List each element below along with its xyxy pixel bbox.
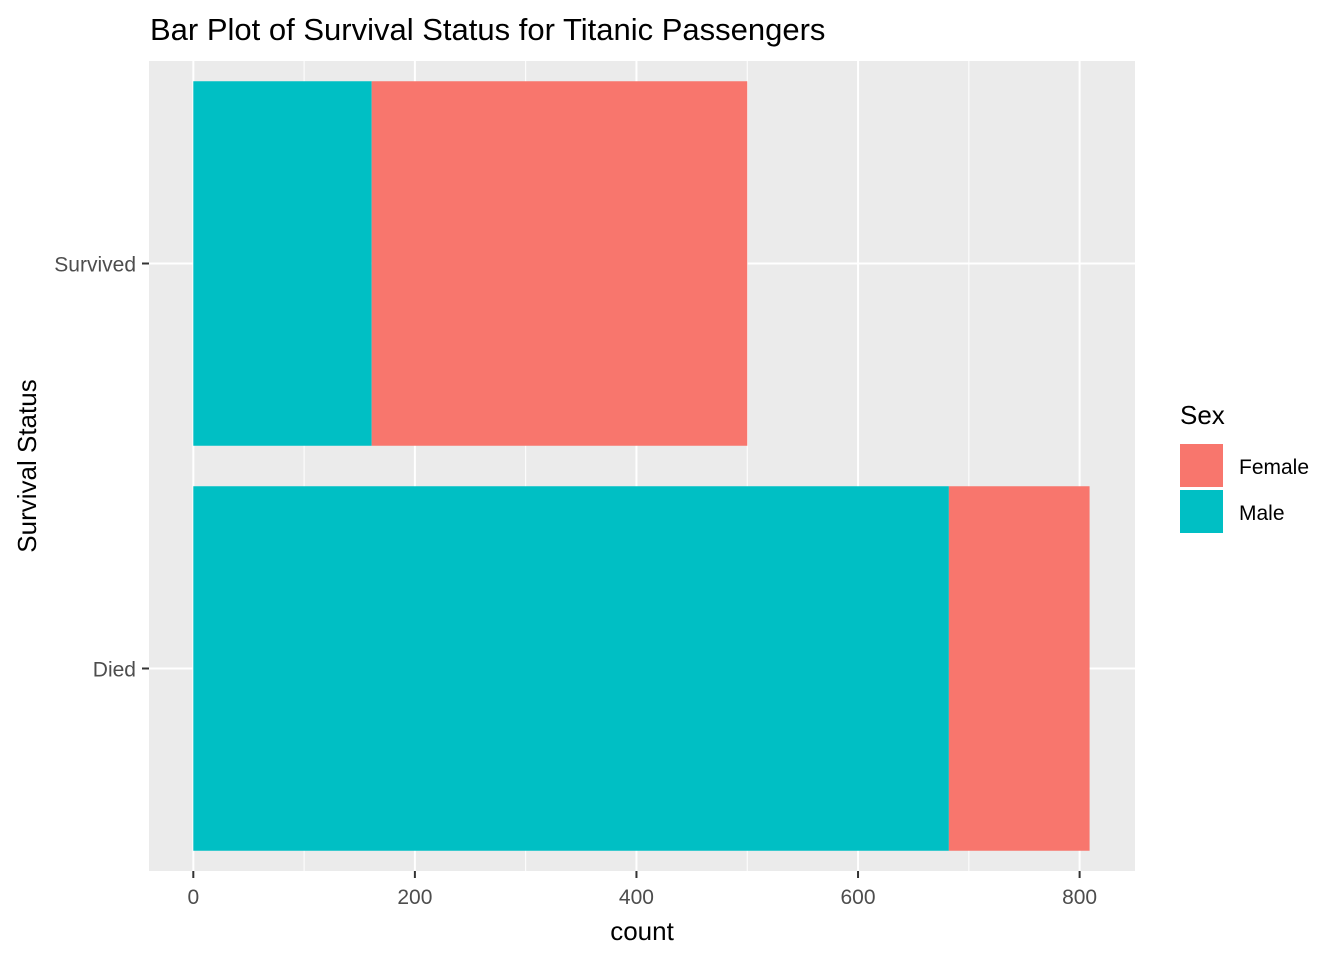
x-axis: 0 200 400 600 800 — [187, 871, 1097, 909]
x-tick-label: 600 — [841, 886, 876, 909]
x-tick-label: 200 — [397, 886, 432, 909]
bar-female-survived — [371, 81, 748, 446]
y-axis-title: Survival Status — [12, 379, 42, 552]
y-axis: Died Survived — [54, 254, 149, 682]
legend: Sex Female Male — [1180, 400, 1309, 533]
x-tick-label: 800 — [1062, 886, 1097, 909]
x-axis-title: count — [610, 916, 674, 946]
legend-key-male — [1180, 490, 1223, 533]
legend-label-female: Female — [1239, 456, 1309, 479]
legend-key-female — [1180, 444, 1223, 487]
bar-male-died — [193, 486, 949, 851]
y-tick-label: Survived — [54, 254, 136, 277]
legend-items: Female Male — [1180, 444, 1309, 533]
legend-title: Sex — [1180, 400, 1225, 430]
x-tick-label: 0 — [187, 886, 199, 909]
y-tick-label: Died — [93, 659, 136, 682]
chart-title: Bar Plot of Survival Status for Titanic … — [150, 12, 825, 47]
x-tick-label: 400 — [619, 886, 654, 909]
legend-label-male: Male — [1239, 502, 1285, 525]
bar-male-survived — [193, 81, 372, 446]
bars — [193, 81, 1090, 851]
bar-female-died — [948, 486, 1090, 851]
